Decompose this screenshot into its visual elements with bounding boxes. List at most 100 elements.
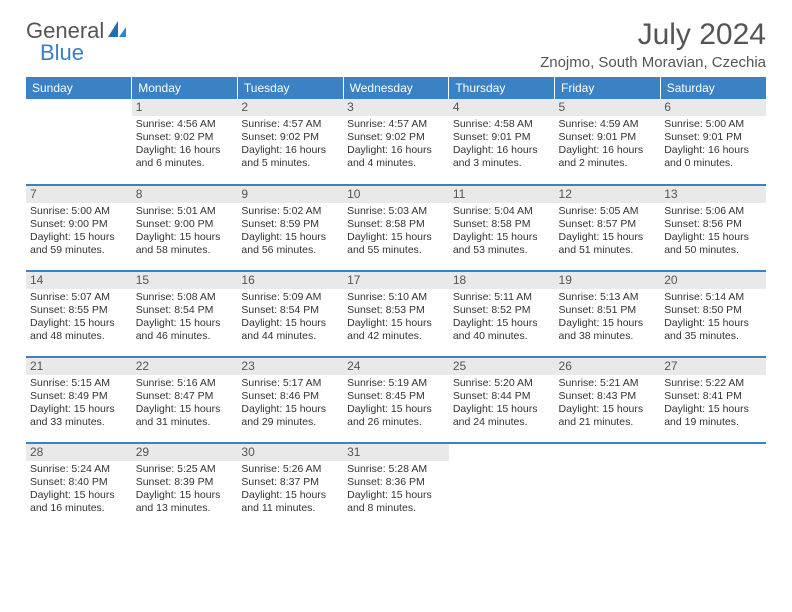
- calendar-cell: 12Sunrise: 5:05 AMSunset: 8:57 PMDayligh…: [555, 185, 661, 271]
- calendar-cell: 15Sunrise: 5:08 AMSunset: 8:54 PMDayligh…: [132, 271, 238, 357]
- calendar-cell: 31 Sunrise: 5:28 AMSunset: 8:36 PMDayligh…: [343, 443, 449, 529]
- daylight-text: and 19 minutes.: [664, 416, 762, 429]
- sunset-text: Sunset: 9:01 PM: [559, 131, 657, 144]
- day-header: Friday: [555, 77, 661, 99]
- daylight-text: Daylight: 15 hours: [136, 489, 234, 502]
- location-text: Znojmo, South Moravian, Czechia: [540, 54, 766, 71]
- sunset-text: Sunset: 9:02 PM: [241, 131, 339, 144]
- day-number: 2: [237, 99, 343, 116]
- day-number: 20: [660, 272, 766, 289]
- day-header: Wednesday: [343, 77, 449, 99]
- calendar-cell: 23Sunrise: 5:17 AMSunset: 8:46 PMDayligh…: [237, 357, 343, 443]
- sunset-text: Sunset: 8:54 PM: [241, 304, 339, 317]
- calendar-cell: [449, 443, 555, 529]
- title-block: July 2024 Znojmo, South Moravian, Czechi…: [540, 18, 766, 71]
- calendar-cell: 3Sunrise: 4:57 AMSunset: 9:02 PMDaylight…: [343, 99, 449, 185]
- day-number: 26: [555, 358, 661, 375]
- daylight-text: and 24 minutes.: [453, 416, 551, 429]
- sunrise-text: Sunrise: 5:22 AM: [664, 377, 762, 390]
- day-number: 5: [555, 99, 661, 116]
- daylight-text: and 4 minutes.: [347, 157, 445, 170]
- day-number: 22: [132, 358, 238, 375]
- daylight-text: Daylight: 15 hours: [241, 489, 339, 502]
- sunset-text: Sunset: 9:00 PM: [30, 218, 128, 231]
- header: General July 2024 Znojmo, South Moravian…: [26, 18, 766, 71]
- calendar-cell: 21Sunrise: 5:15 AMSunset: 8:49 PMDayligh…: [26, 357, 132, 443]
- day-number: 8: [132, 186, 238, 203]
- sunrise-text: Sunrise: 5:20 AM: [453, 377, 551, 390]
- sunrise-text: Sunrise: 4:57 AM: [347, 118, 445, 131]
- daylight-text: and 31 minutes.: [136, 416, 234, 429]
- daylight-text: Daylight: 15 hours: [241, 317, 339, 330]
- calendar-week: 28Sunrise: 5:24 AMSunset: 8:40 PMDayligh…: [26, 443, 766, 529]
- sunset-text: Sunset: 8:52 PM: [453, 304, 551, 317]
- day-number: 28: [26, 444, 132, 461]
- sunset-text: Sunset: 8:36 PM: [347, 476, 445, 489]
- calendar-cell: 9Sunrise: 5:02 AMSunset: 8:59 PMDaylight…: [237, 185, 343, 271]
- sunset-text: Sunset: 8:47 PM: [136, 390, 234, 403]
- daylight-text: Daylight: 16 hours: [453, 144, 551, 157]
- sunset-text: Sunset: 8:43 PM: [559, 390, 657, 403]
- sunrise-text: Sunrise: 5:05 AM: [559, 205, 657, 218]
- daylight-text: and 48 minutes.: [30, 330, 128, 343]
- day-number: 30: [237, 444, 343, 461]
- sunrise-text: Sunrise: 4:56 AM: [136, 118, 234, 131]
- day-number: 4: [449, 99, 555, 116]
- calendar-cell: [555, 443, 661, 529]
- sunset-text: Sunset: 8:50 PM: [664, 304, 762, 317]
- daylight-text: and 8 minutes.: [347, 502, 445, 515]
- sunrise-text: Sunrise: 5:04 AM: [453, 205, 551, 218]
- daylight-text: Daylight: 15 hours: [241, 403, 339, 416]
- daylight-text: Daylight: 15 hours: [453, 231, 551, 244]
- daylight-text: and 46 minutes.: [136, 330, 234, 343]
- daylight-text: and 55 minutes.: [347, 244, 445, 257]
- day-header: Tuesday: [237, 77, 343, 99]
- daylight-text: and 50 minutes.: [664, 244, 762, 257]
- sunrise-text: Sunrise: 5:09 AM: [241, 291, 339, 304]
- calendar-week: 7Sunrise: 5:00 AMSunset: 9:00 PMDaylight…: [26, 185, 766, 271]
- daylight-text: Daylight: 16 hours: [136, 144, 234, 157]
- daylight-text: and 26 minutes.: [347, 416, 445, 429]
- calendar-cell: 30Sunrise: 5:26 AMSunset: 8:37 PMDayligh…: [237, 443, 343, 529]
- sunrise-text: Sunrise: 5:25 AM: [136, 463, 234, 476]
- daylight-text: Daylight: 15 hours: [664, 317, 762, 330]
- day-number: 14: [26, 272, 132, 289]
- sunset-text: Sunset: 9:00 PM: [136, 218, 234, 231]
- calendar-cell: 24Sunrise: 5:19 AMSunset: 8:45 PMDayligh…: [343, 357, 449, 443]
- daylight-text: and 58 minutes.: [136, 244, 234, 257]
- calendar-cell: 10Sunrise: 5:03 AMSunset: 8:58 PMDayligh…: [343, 185, 449, 271]
- calendar-head: SundayMondayTuesdayWednesdayThursdayFrid…: [26, 77, 766, 99]
- sunrise-text: Sunrise: 5:28 AM: [347, 463, 445, 476]
- daylight-text: and 33 minutes.: [30, 416, 128, 429]
- sunset-text: Sunset: 8:39 PM: [136, 476, 234, 489]
- calendar-cell: 7Sunrise: 5:00 AMSunset: 9:00 PMDaylight…: [26, 185, 132, 271]
- day-number: 24: [343, 358, 449, 375]
- sunrise-text: Sunrise: 5:24 AM: [30, 463, 128, 476]
- daylight-text: and 51 minutes.: [559, 244, 657, 257]
- day-number: 16: [237, 272, 343, 289]
- daylight-text: Daylight: 15 hours: [559, 317, 657, 330]
- daylight-text: Daylight: 15 hours: [347, 489, 445, 502]
- calendar-cell: 22Sunrise: 5:16 AMSunset: 8:47 PMDayligh…: [132, 357, 238, 443]
- calendar-cell: 14Sunrise: 5:07 AMSunset: 8:55 PMDayligh…: [26, 271, 132, 357]
- sunset-text: Sunset: 8:56 PM: [664, 218, 762, 231]
- daylight-text: and 42 minutes.: [347, 330, 445, 343]
- sunset-text: Sunset: 8:57 PM: [559, 218, 657, 231]
- daylight-text: and 13 minutes.: [136, 502, 234, 515]
- day-header: Sunday: [26, 77, 132, 99]
- calendar-table: SundayMondayTuesdayWednesdayThursdayFrid…: [26, 77, 766, 529]
- daylight-text: Daylight: 15 hours: [559, 231, 657, 244]
- sunset-text: Sunset: 8:37 PM: [241, 476, 339, 489]
- sunrise-text: Sunrise: 5:07 AM: [30, 291, 128, 304]
- daylight-text: Daylight: 15 hours: [453, 317, 551, 330]
- sunrise-text: Sunrise: 4:59 AM: [559, 118, 657, 131]
- sunrise-text: Sunrise: 5:15 AM: [30, 377, 128, 390]
- sunset-text: Sunset: 8:58 PM: [347, 218, 445, 231]
- calendar-cell: 28Sunrise: 5:24 AMSunset: 8:40 PMDayligh…: [26, 443, 132, 529]
- calendar-cell: 6Sunrise: 5:00 AMSunset: 9:01 PMDaylight…: [660, 99, 766, 185]
- daylight-text: and 21 minutes.: [559, 416, 657, 429]
- day-number: 11: [449, 186, 555, 203]
- sunrise-text: Sunrise: 5:03 AM: [347, 205, 445, 218]
- day-number: 31: [343, 444, 449, 461]
- day-number: 1: [132, 99, 238, 116]
